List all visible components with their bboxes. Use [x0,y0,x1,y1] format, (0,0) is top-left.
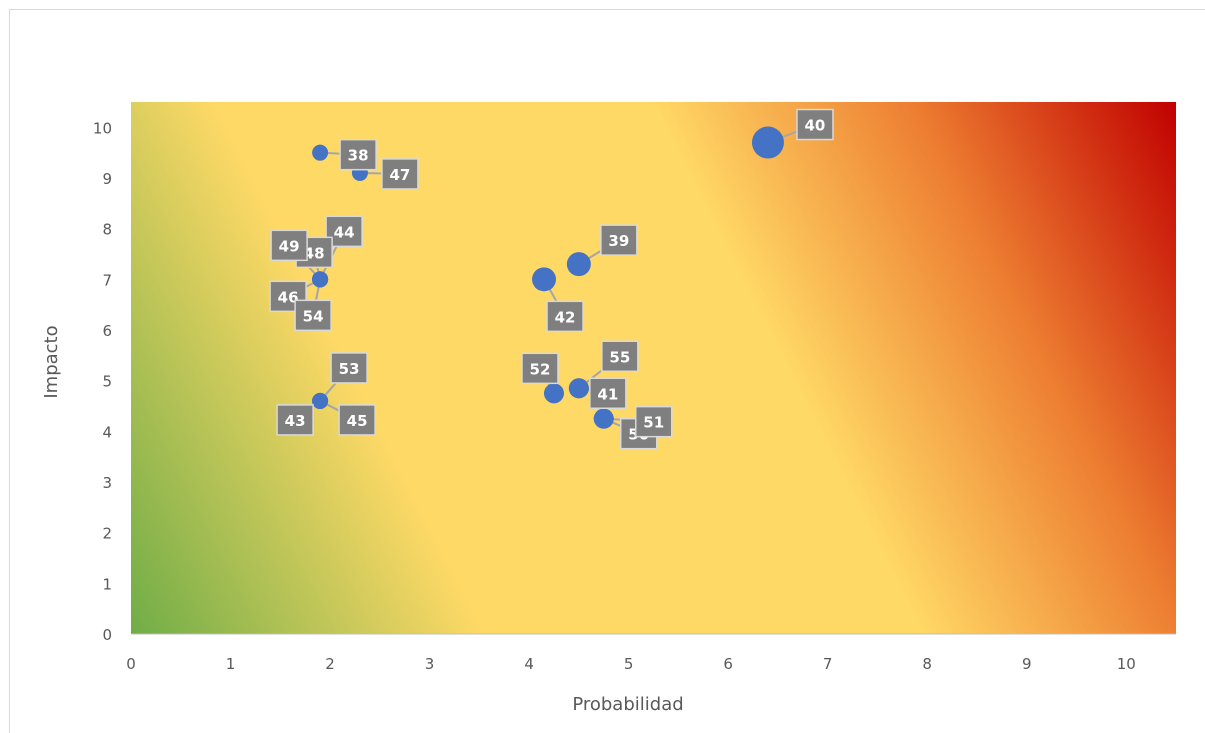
x-tick-label: 4 [524,655,534,673]
data-label: 46 [278,288,299,306]
bubble-point [751,126,784,159]
data-label: 40 [805,117,826,135]
y-tick-label: 2 [102,525,112,543]
y-tick-label: 1 [102,575,112,593]
y-tick-label: 8 [102,221,112,239]
data-label: 42 [555,308,576,326]
data-label: 53 [339,360,360,378]
data-label-box [276,404,314,436]
data-label-box [521,352,559,385]
y-tick-label: 3 [102,474,112,492]
data-label: 39 [608,232,629,250]
y-tick-label: 10 [93,119,112,137]
data-label: 54 [303,307,324,325]
data-label: 45 [347,412,368,430]
data-label: 55 [609,348,630,366]
y-tick-label: 0 [102,626,112,644]
x-tick-label: 6 [723,655,733,673]
data-label-box [294,299,332,332]
x-tick-label: 9 [1022,655,1032,673]
data-label-box [270,229,308,262]
x-tick-label: 5 [624,655,634,673]
bubble-point [593,408,614,429]
bubble-point [566,252,591,277]
bubble-point [532,267,557,292]
x-axis-label: Probabilidad [572,694,683,715]
x-tick-label: 1 [226,655,236,673]
bubble-point [568,378,589,399]
data-label-box [339,138,377,171]
data-label: 52 [530,360,551,378]
data-label-box [796,108,834,141]
x-tick-label: 10 [1117,655,1136,673]
y-tick-label: 6 [102,322,112,340]
data-label-box [601,340,639,373]
data-label: 44 [334,223,355,241]
data-label: 41 [597,385,618,403]
data-label-box [381,158,419,190]
data-label: 51 [643,414,664,432]
y-tick-label: 4 [102,423,112,441]
x-tick-label: 8 [922,655,932,673]
data-label: 48 [304,244,325,262]
bubble-point [312,271,329,288]
x-tick-label: 2 [325,655,335,673]
plot-area-background [131,102,1176,634]
data-label-box [330,352,368,384]
data-label: 49 [279,237,300,255]
data-label: 38 [348,147,369,165]
data-label-box [546,300,584,333]
data-label: 43 [285,412,306,430]
y-axis-label: Impacto [41,325,62,398]
x-tick-label: 7 [823,655,833,673]
bubble-point [312,392,329,409]
y-tick-label: 7 [102,271,112,289]
x-tick-label: 3 [425,655,435,673]
bubble-point [312,144,329,161]
y-tick-label: 9 [102,170,112,188]
data-label-box [338,404,376,436]
data-label-box [634,405,673,438]
data-label-box [589,377,627,410]
data-label-box [600,224,638,256]
x-tick-label: 0 [126,655,136,673]
y-tick-label: 5 [102,373,112,391]
data-label: 47 [389,166,410,184]
bubble-point [543,383,564,404]
chart-frame [9,9,1205,733]
